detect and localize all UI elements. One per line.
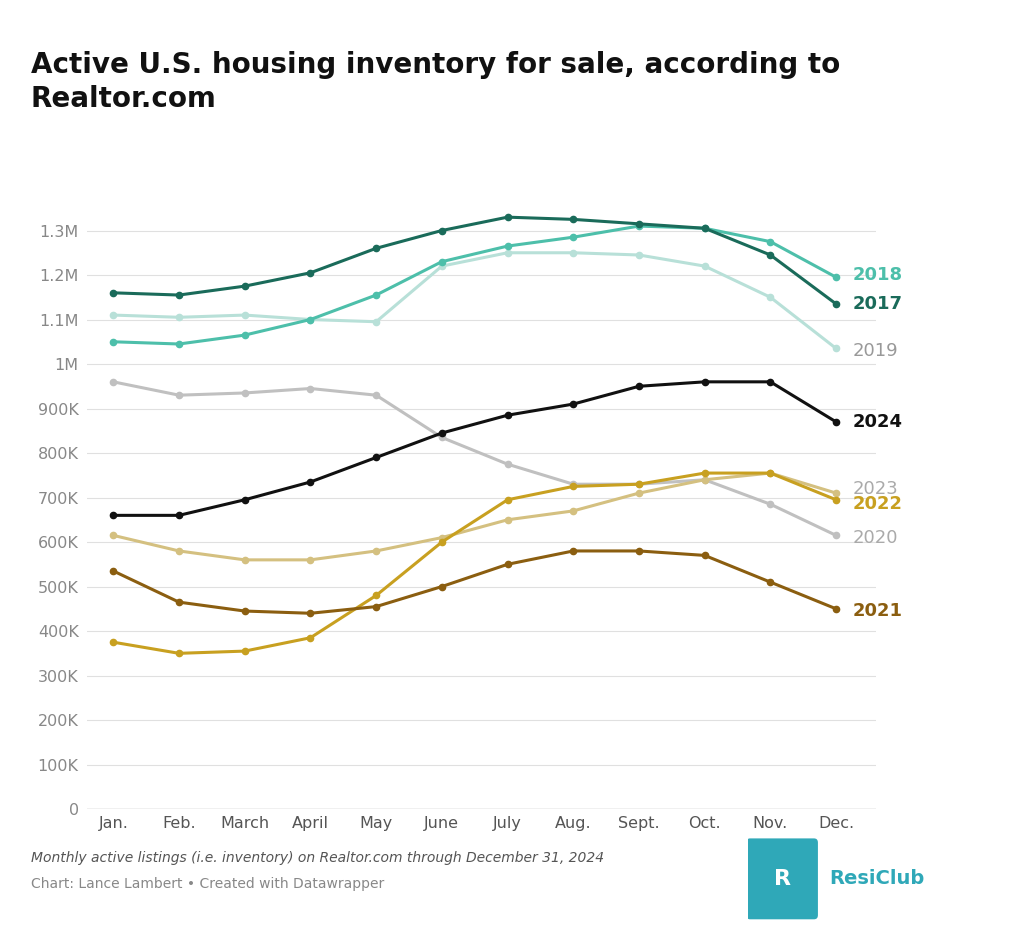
Text: 2018: 2018 [853, 266, 902, 284]
Text: Chart: Lance Lambert • Created with Datawrapper: Chart: Lance Lambert • Created with Data… [31, 877, 384, 891]
Text: 2023: 2023 [853, 480, 898, 498]
FancyBboxPatch shape [746, 839, 818, 919]
Text: Active U.S. housing inventory for sale, according to
Realtor.com: Active U.S. housing inventory for sale, … [31, 51, 840, 113]
Text: 2022: 2022 [853, 496, 902, 513]
Text: 2021: 2021 [853, 602, 902, 620]
Text: 2019: 2019 [853, 341, 898, 360]
Text: ResiClub: ResiClub [829, 870, 925, 888]
Text: 2024: 2024 [853, 413, 902, 431]
Text: Monthly active listings (i.e. inventory) on Realtor.com through December 31, 202: Monthly active listings (i.e. inventory)… [31, 851, 604, 865]
Text: 2017: 2017 [853, 295, 902, 312]
Text: R: R [773, 869, 791, 889]
Text: 2020: 2020 [853, 528, 898, 547]
